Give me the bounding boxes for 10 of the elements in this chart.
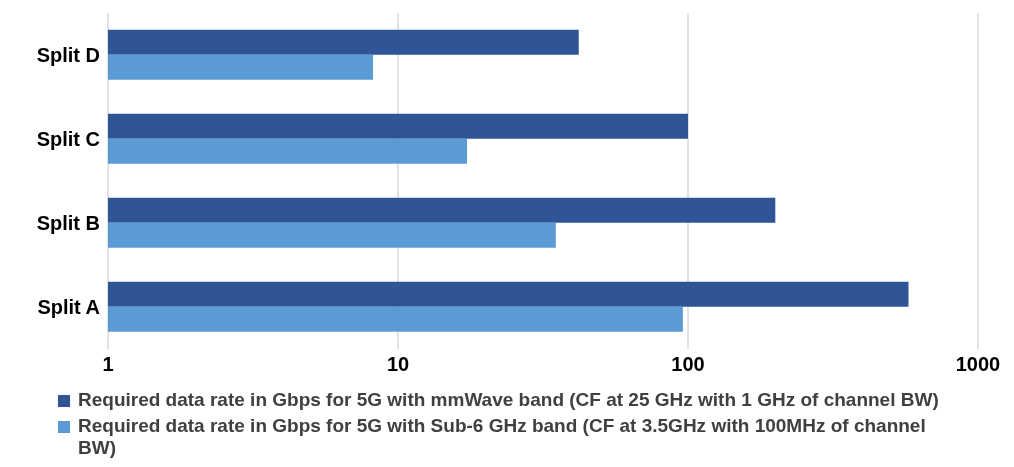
legend-label: Required data rate in Gbps for 5G with mmWave band (CF at 25 GHz with 1 GHz of channel BW): [78, 389, 939, 411]
y-tick-label: Split C: [36, 128, 100, 151]
y-tick-label: Split D: [36, 44, 100, 67]
legend-label: Required data rate in Gbps for 5G with Sub-6 GHz band (CF at 3.5GHz with 100MHz of channel BW): [78, 415, 927, 459]
y-tick-label: Split A: [37, 296, 100, 319]
x-tick-label: 1000: [955, 353, 1001, 376]
x-tick-label: 1: [102, 353, 114, 376]
x-tick-label: 10: [386, 353, 410, 376]
y-tick-label: Split B: [36, 212, 100, 235]
x-tick-label: 100: [671, 353, 705, 376]
